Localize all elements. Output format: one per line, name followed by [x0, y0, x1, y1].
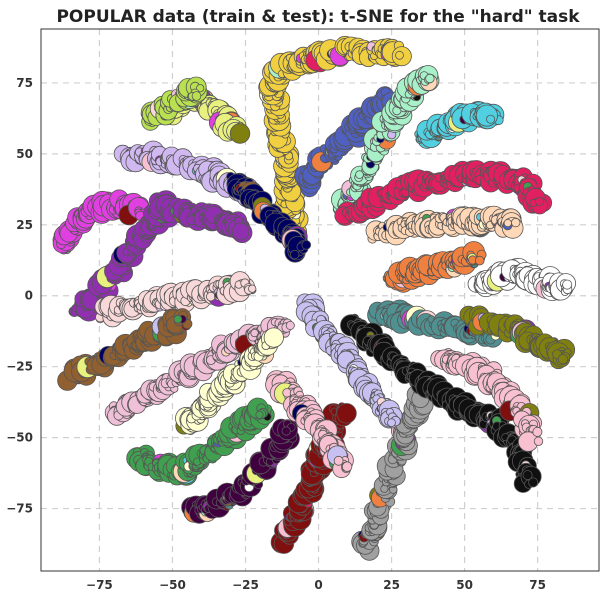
- data-point: [562, 279, 573, 290]
- data-point: [231, 222, 250, 241]
- scatter-points: [52, 35, 577, 561]
- data-point: [173, 314, 183, 324]
- data-point: [229, 123, 251, 144]
- data-point: [534, 196, 545, 206]
- data-point: [285, 320, 295, 330]
- data-point: [511, 217, 521, 228]
- data-point: [301, 240, 312, 250]
- data-point: [486, 114, 496, 124]
- data-point: [290, 249, 300, 260]
- chart-title: POPULAR data (train & test): t-SNE for t…: [56, 7, 580, 27]
- data-point: [425, 73, 435, 84]
- data-point: [191, 91, 202, 101]
- data-point: [475, 104, 498, 127]
- data-point: [395, 50, 404, 60]
- data-point: [474, 255, 485, 266]
- data-point: [557, 353, 569, 365]
- data-point: [248, 284, 257, 293]
- data-point: [503, 219, 512, 228]
